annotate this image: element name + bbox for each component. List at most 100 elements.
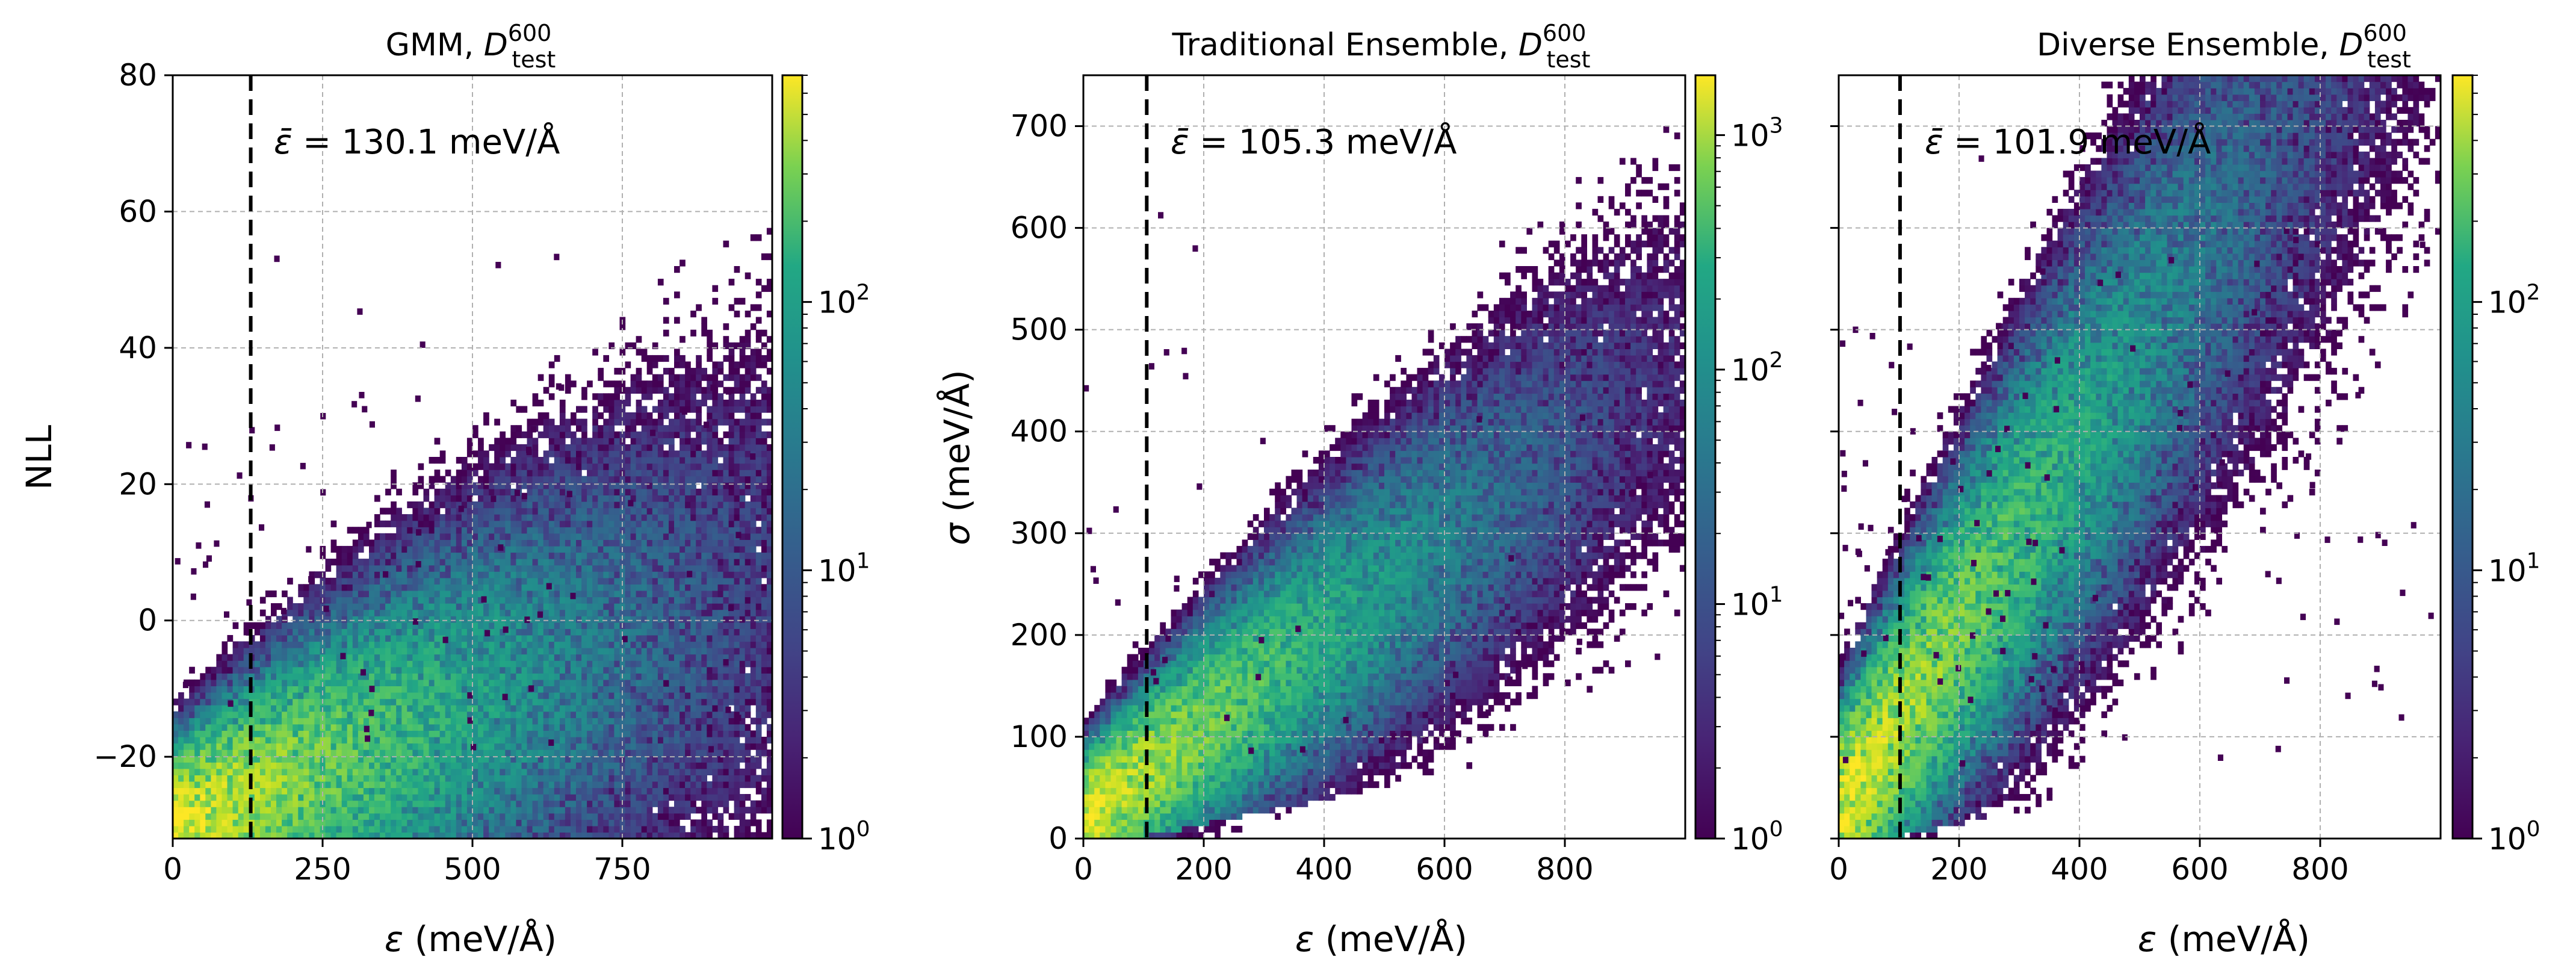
heatmap-cell [587,616,593,623]
heatmap-cell [505,825,511,833]
heatmap-cell [494,577,500,585]
heatmap-cell [669,762,675,769]
heatmap-cell [554,501,560,509]
heatmap-cell [669,545,675,553]
heatmap-cell [592,800,598,807]
heatmap-cell [445,825,451,833]
heatmap-cell [439,495,446,502]
heatmap-cell [652,730,658,737]
heatmap-cell [298,755,304,763]
heatmap-cell [657,711,664,718]
heatmap-cell [483,552,489,559]
heatmap-cell [505,698,511,706]
heatmap-cell [483,762,489,769]
heatmap-cell [516,781,522,789]
heatmap-cell [636,501,642,509]
heatmap-cell [625,718,631,725]
heatmap-cell [500,762,506,769]
heatmap-cell [565,736,571,744]
heatmap-cell [254,705,261,712]
heatmap-cell [184,730,190,737]
heatmap-cell [412,787,419,795]
heatmap-cell [646,641,653,648]
heatmap-cell [641,641,648,648]
heatmap-cell [254,718,261,725]
heatmap-cell [674,565,680,572]
panel-title: GMM, D600 test [386,20,556,73]
heatmap-cell [282,736,288,744]
heatmap-cell [636,476,642,483]
heatmap-cell [232,711,239,718]
heatmap-cell [663,317,669,324]
heatmap-cell [450,590,457,598]
heatmap-cell [669,692,675,699]
heatmap-cell [571,673,577,680]
heatmap-cell [445,603,451,610]
heatmap-cell [669,634,675,642]
heatmap-cell [500,584,506,591]
heatmap-cell [603,399,609,407]
heatmap-cell [674,559,680,566]
heatmap-cell [527,495,533,502]
heatmap-cell [548,590,555,598]
heatmap-cell [243,819,250,827]
heatmap-cell [614,539,621,547]
heatmap-cell [254,749,261,757]
heatmap-cell [238,654,244,661]
heatmap-cell [636,807,642,814]
heatmap-cell [320,609,326,616]
heatmap-cell [259,692,266,699]
heatmap-cell [194,692,200,699]
heatmap-cell [598,438,604,445]
heatmap-cell [358,781,364,789]
heatmap-cell [320,660,326,668]
heatmap-cell [347,800,353,807]
heatmap-cell [309,718,315,725]
heatmap-cell [576,736,582,744]
heatmap-cell [374,832,380,839]
heatmap-cell [565,660,571,668]
heatmap-cell [669,577,675,585]
heatmap-cell [380,584,386,591]
heatmap-cell [554,736,560,744]
heatmap-cell [434,603,441,610]
heatmap-cell [537,718,544,725]
heatmap-cell [592,743,598,750]
heatmap-cell [516,679,522,686]
heatmap-cell [396,520,402,527]
heatmap-cell [341,559,348,566]
heatmap-cell [374,749,380,757]
heatmap-cell [450,705,457,712]
heatmap-cell [646,705,653,712]
heatmap-cell [466,781,473,789]
heatmap-cell [565,539,571,547]
heatmap-cell [341,736,348,744]
heatmap-cell [657,412,664,420]
heatmap-cell [592,673,598,680]
heatmap-cell [652,673,658,680]
heatmap-cell [571,545,577,553]
heatmap-cell [630,584,637,591]
heatmap-cell [445,609,451,616]
heatmap-cell [341,775,348,782]
heatmap-cell [396,507,402,515]
heatmap-cell [336,660,342,668]
heatmap-cell [173,736,179,744]
heatmap-cell [554,762,560,769]
heatmap-cell [429,648,435,655]
heatmap-cell [641,406,648,413]
heatmap-cell [630,679,637,686]
heatmap-cell [581,775,587,782]
heatmap-cell [369,743,375,750]
heatmap-cell [238,787,244,795]
heatmap-cell [456,819,462,827]
heatmap-cell [483,609,489,616]
heatmap-cell [576,813,582,820]
heatmap-cell [271,648,277,655]
heatmap-cell [352,781,359,789]
heatmap-cell [434,597,441,604]
heatmap-cell [674,819,680,827]
heatmap-cell [571,533,577,540]
heatmap-cell [581,686,587,693]
heatmap-cell [347,559,353,566]
